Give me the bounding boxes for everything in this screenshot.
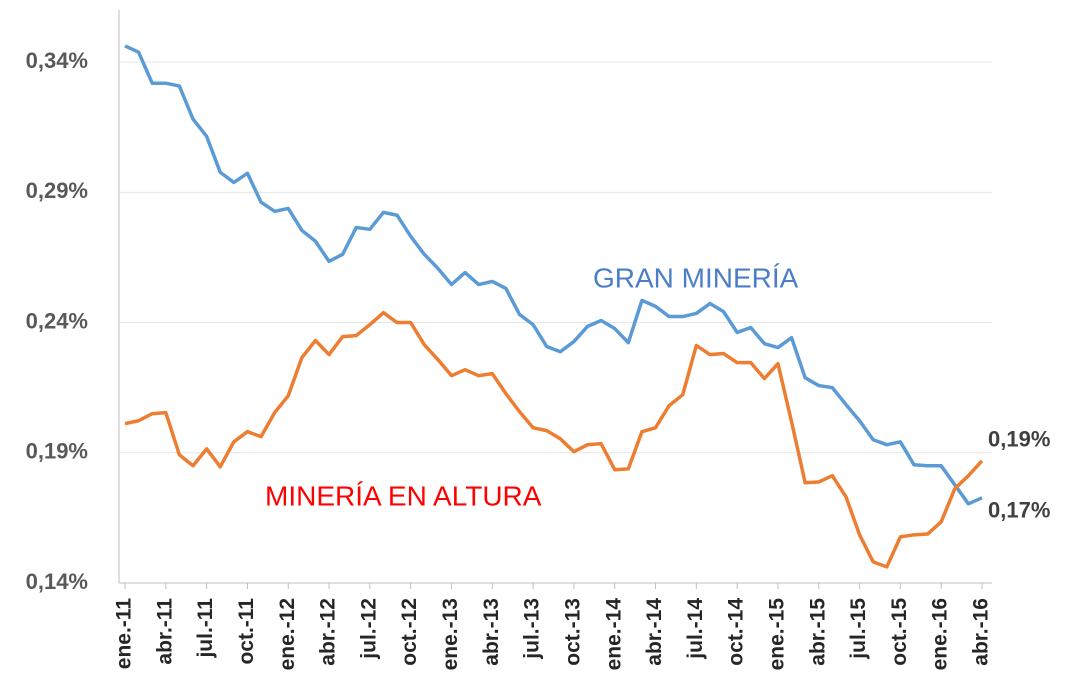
x-tick-label: abr.-14 — [643, 598, 666, 666]
x-tick-label: abr.-12 — [317, 598, 340, 666]
x-tick-label: ene.-14 — [602, 598, 625, 671]
y-tick-label: 0,19% — [26, 439, 88, 464]
x-tick-label: oct.-11 — [235, 598, 258, 665]
x-tick-label: abr.-11 — [153, 598, 176, 665]
y-tick-label: 0,14% — [26, 569, 88, 594]
series-label: GRAN MINERÍA — [593, 262, 799, 293]
x-tick-label: oct.-14 — [725, 598, 748, 666]
x-tick-label: ene.-15 — [765, 598, 788, 671]
x-tick-label: jul.-15 — [847, 598, 870, 660]
x-tick-label: ene.-13 — [439, 598, 462, 670]
x-tick-label: ene.-16 — [929, 598, 952, 670]
x-tick-label: jul.-12 — [357, 598, 380, 660]
x-tick-label: oct.-12 — [398, 598, 421, 666]
x-tick-label: oct.-13 — [561, 598, 584, 666]
x-tick-label: jul.-13 — [521, 598, 544, 660]
x-tick-label: jul.-11 — [194, 598, 217, 659]
series-label: MINERÍA EN ALTURA — [265, 480, 542, 511]
x-tick-label: abr.-13 — [480, 598, 503, 666]
y-tick-label: 0,29% — [26, 178, 88, 203]
x-tick-label: oct.-15 — [888, 598, 911, 666]
x-tick-label: abr.-15 — [806, 598, 829, 666]
x-tick-label: jul.-14 — [684, 598, 707, 660]
x-tick-label: ene.-12 — [276, 598, 299, 670]
data-label: 0,19% — [988, 427, 1050, 452]
series-line — [124, 44, 983, 506]
data-label: 0,17% — [988, 498, 1050, 523]
series-line — [124, 310, 984, 569]
x-tick-label: abr.-16 — [970, 598, 993, 666]
x-tick-label: ene.-11 — [113, 598, 136, 670]
y-tick-label: 0,24% — [26, 308, 88, 333]
y-tick-label: 0,34% — [26, 48, 88, 73]
